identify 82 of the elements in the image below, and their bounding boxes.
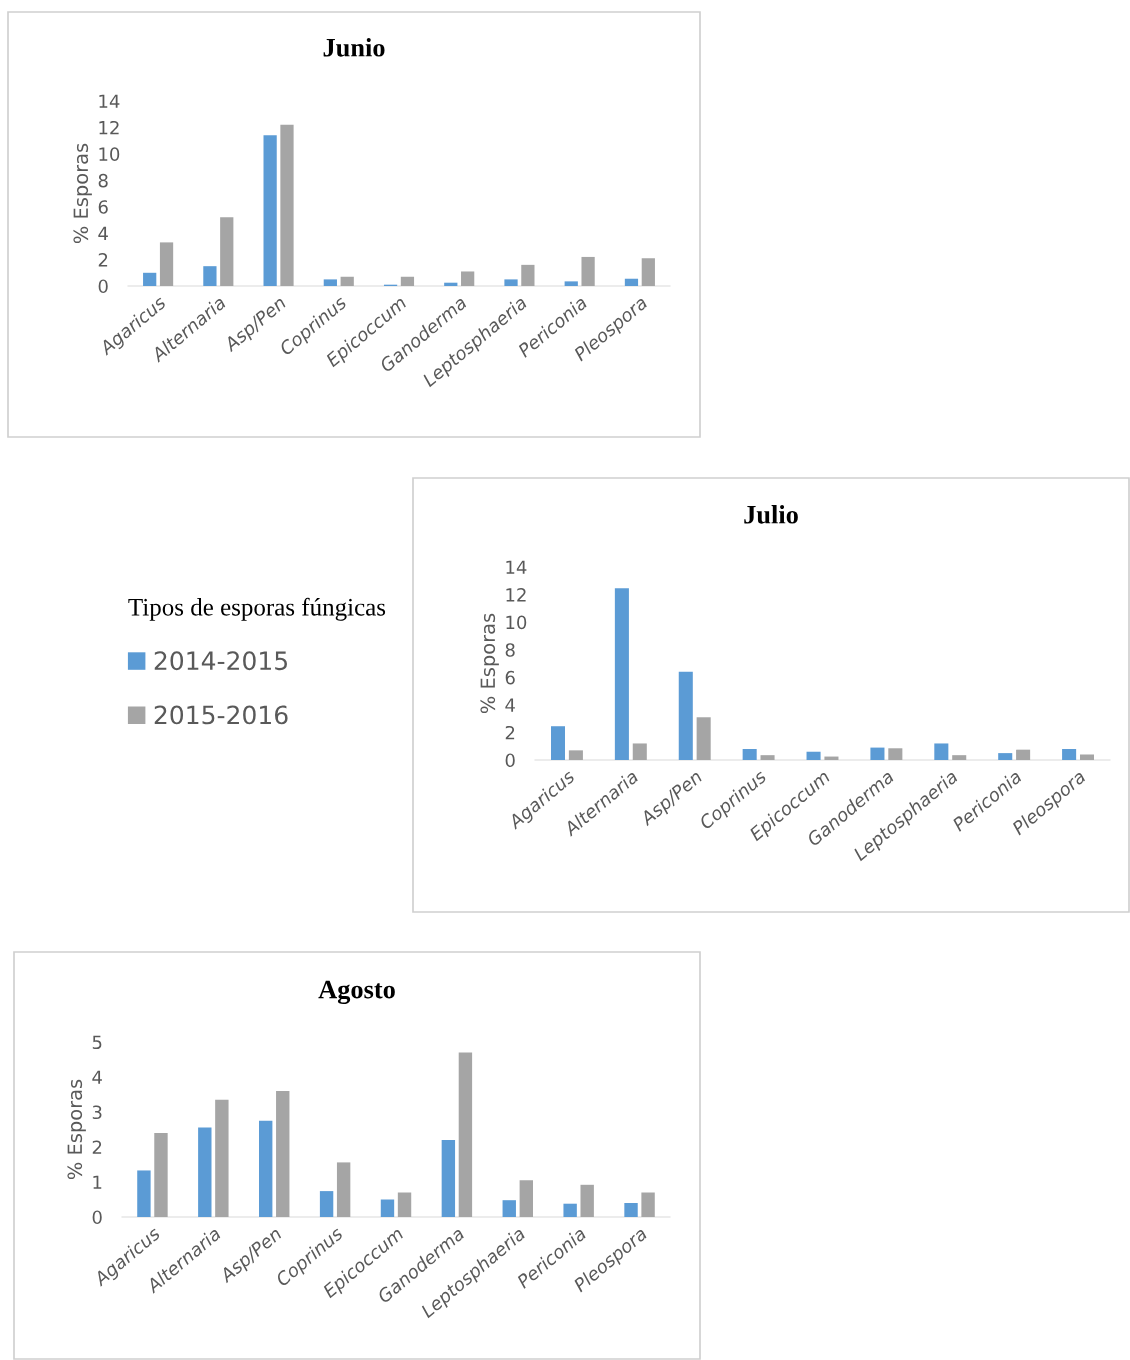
- y-tick-label: 12: [99, 120, 119, 135]
- y-tick-label: 2: [98, 253, 108, 267]
- chart-title: Julio: [744, 505, 798, 524]
- bar: [581, 256, 595, 286]
- bar: [624, 1203, 638, 1217]
- y-tick-label: 2: [92, 1140, 102, 1154]
- bar: [806, 751, 821, 760]
- bar: [641, 1192, 655, 1217]
- bar: [888, 748, 903, 760]
- bar: [259, 1120, 273, 1217]
- y-tick-label: 12: [506, 588, 526, 602]
- bar: [564, 281, 578, 286]
- bar: [934, 743, 949, 760]
- bar: [678, 671, 693, 760]
- bar: [519, 1180, 533, 1217]
- y-tick-label: 10: [506, 615, 527, 630]
- bar: [336, 1162, 351, 1217]
- bar: [641, 258, 655, 286]
- y-tick-label: 6: [505, 670, 515, 685]
- chart-title: Junio: [323, 38, 385, 57]
- bar: [760, 755, 775, 760]
- y-tick-label: 6: [98, 200, 108, 214]
- bar: [580, 1184, 594, 1217]
- bar: [159, 242, 174, 286]
- y-tick-label: 4: [92, 1070, 102, 1084]
- bar: [215, 1099, 229, 1217]
- bar: [143, 272, 157, 286]
- bar: [614, 588, 629, 760]
- bar: [198, 1127, 212, 1217]
- bar: [502, 1200, 516, 1217]
- bar: [276, 1091, 290, 1217]
- bar: [952, 755, 967, 760]
- y-tick-label: 1: [93, 1175, 102, 1189]
- y-tick-label: 3: [92, 1105, 102, 1120]
- bar: [340, 276, 354, 286]
- y-tick-label: 4: [98, 226, 108, 240]
- bar: [1016, 749, 1031, 760]
- bar: [397, 1192, 412, 1217]
- y-tick-label: 0: [92, 1210, 102, 1225]
- bar: [742, 748, 757, 760]
- bar: [263, 135, 277, 286]
- bar: [441, 1140, 456, 1217]
- bar: [624, 278, 639, 286]
- bar: [1079, 754, 1095, 760]
- y-tick-label: 8: [505, 643, 515, 657]
- bar: [563, 1203, 577, 1217]
- bar: [521, 264, 535, 286]
- legend-label: 2014-2015: [154, 651, 287, 671]
- y-tick-label: 4: [505, 698, 515, 712]
- y-axis-title: % Esporas: [67, 1079, 86, 1180]
- bar: [203, 266, 217, 286]
- bar: [504, 279, 518, 286]
- bar: [461, 271, 475, 286]
- y-tick-label: 14: [506, 560, 527, 574]
- legend-label: 2015-2016: [154, 705, 288, 725]
- bar: [870, 747, 885, 760]
- y-tick-label: 0: [505, 753, 515, 768]
- bar: [220, 217, 234, 286]
- legend-title: Tipos de esporas fúngicas: [128, 597, 386, 621]
- bar: [550, 726, 566, 760]
- bar: [400, 276, 415, 286]
- bar: [380, 1199, 395, 1217]
- bar: [458, 1052, 473, 1217]
- bar: [137, 1170, 151, 1217]
- bar: [154, 1133, 168, 1217]
- y-axis-title: % Esporas: [480, 613, 499, 714]
- bar: [280, 124, 294, 286]
- y-tick-label: 5: [92, 1035, 102, 1050]
- y-tick-label: 14: [99, 94, 120, 108]
- bar: [632, 743, 647, 760]
- bar: [1062, 748, 1077, 760]
- y-tick-label: 2: [505, 725, 515, 740]
- y-tick-label: 0: [98, 279, 108, 294]
- bar: [568, 750, 583, 760]
- y-axis-title: % Esporas: [73, 143, 92, 244]
- y-tick-label: 8: [98, 173, 108, 188]
- bar: [696, 717, 711, 760]
- chart-title: Agosto: [318, 980, 395, 1004]
- bar: [323, 279, 337, 286]
- bar: [319, 1191, 334, 1217]
- bar: [998, 753, 1013, 760]
- y-tick-label: 10: [99, 147, 120, 161]
